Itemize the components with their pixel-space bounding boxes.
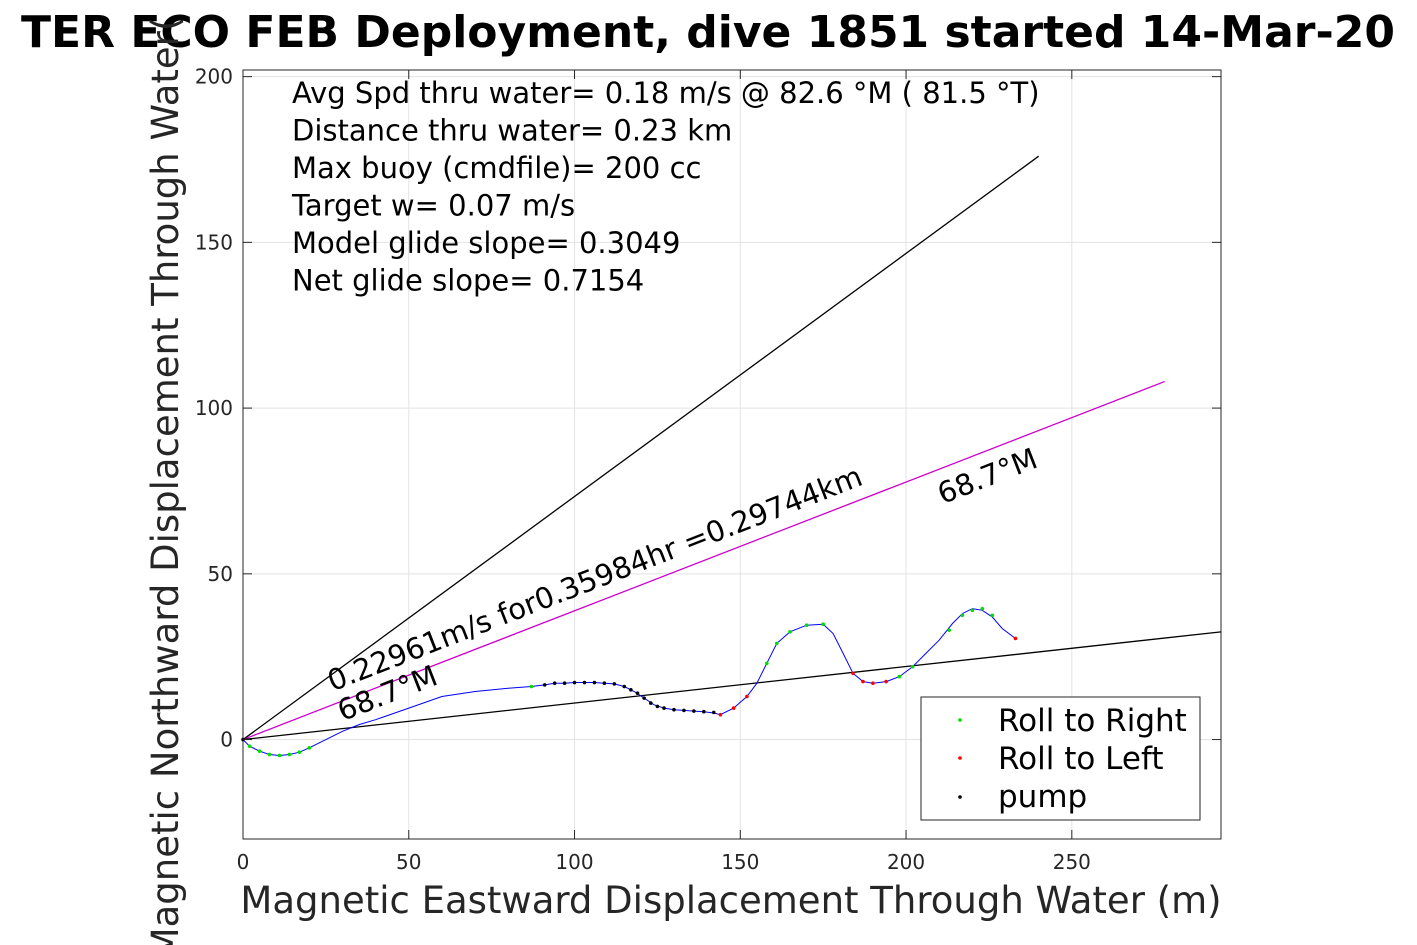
- reference-line: [242, 380, 1165, 741]
- plot-area: [242, 69, 1222, 840]
- roll-right-point: [990, 613, 995, 618]
- x-tick-label: 250: [1053, 850, 1091, 874]
- pump-point: [592, 680, 597, 685]
- tick-layer: 0 50 100 150 200 250 0 50 100 150 200: [195, 65, 1221, 874]
- info-line: Net glide slope= 0.7154: [292, 264, 644, 298]
- grid-layer: [242, 70, 1221, 839]
- pump-point: [682, 708, 686, 713]
- pump-point: [692, 709, 696, 713]
- x-tick-label: 0: [237, 850, 250, 874]
- marker-layer: [241, 606, 1018, 758]
- x-axis-label: Magnetic Eastward Displacement Through W…: [240, 879, 1221, 922]
- reference-line: [242, 155, 1040, 741]
- legend-box: [920, 696, 1201, 821]
- pump-point: [622, 684, 627, 689]
- roll-left-point: [731, 706, 736, 710]
- info-line: Model glide slope= 0.3049: [292, 226, 680, 260]
- roll-right-point: [804, 623, 809, 628]
- pump-point: [572, 680, 577, 685]
- pump-point: [702, 709, 706, 714]
- info-line: Target w= 0.07 m/s: [291, 189, 575, 223]
- legend-swatch-roll-right: [958, 718, 962, 722]
- chart-title: TER ECO FEB Deployment, dive 1851 starte…: [21, 7, 1395, 58]
- reference-line: [242, 631, 1222, 741]
- roll-right-point: [297, 750, 302, 754]
- y-tick-label: 200: [195, 65, 233, 89]
- roll-right-point: [960, 613, 965, 618]
- roll-right-point: [277, 753, 282, 758]
- pump-point: [562, 681, 567, 686]
- y-tick-label: 150: [195, 230, 233, 254]
- roll-right-point: [947, 628, 951, 632]
- pump-point: [655, 704, 660, 709]
- pump-point: [612, 682, 617, 686]
- pump-point: [648, 701, 653, 705]
- roll-right-point: [765, 661, 769, 666]
- pump-point: [629, 688, 633, 692]
- pump-point: [552, 681, 557, 686]
- x-tick-label: 200: [887, 850, 925, 874]
- pump-point: [642, 696, 646, 700]
- x-tick-label: 150: [721, 850, 759, 874]
- y-tick-label: 100: [195, 396, 233, 420]
- roll-right-point: [897, 674, 902, 679]
- pump-point: [542, 683, 547, 687]
- roll-right-point: [910, 664, 915, 669]
- roll-right-point: [980, 606, 985, 611]
- roll-left-point: [718, 712, 723, 717]
- info-line: Avg Spd thru water= 0.18 m/s @ 82.6 °M (…: [292, 76, 1040, 110]
- roll-right-point: [970, 608, 975, 613]
- roll-left-point: [851, 671, 855, 676]
- legend-label-pump: pump: [998, 779, 1087, 815]
- roll-left-point: [871, 681, 875, 686]
- x-tick-label: 50: [396, 850, 421, 874]
- roll-right-point: [529, 684, 534, 689]
- roll-left-point: [745, 694, 749, 699]
- y-axis-label: Magnetic Northward Displacement Through …: [144, 17, 187, 945]
- info-line: Max buoy (cmdfile)= 200 cc: [292, 151, 701, 185]
- pump-point: [635, 691, 640, 695]
- pump-point: [582, 680, 587, 685]
- info-line: Distance thru water= 0.23 km: [292, 114, 732, 148]
- x-tick-label: 100: [555, 850, 593, 874]
- y-tick-label: 0: [220, 728, 233, 752]
- reference-lines: [242, 155, 1222, 741]
- legend: Roll to Right Roll to Left pump: [920, 696, 1201, 821]
- roll-right-point: [774, 641, 779, 646]
- roll-left-point: [1013, 636, 1018, 641]
- pump-point: [602, 681, 607, 686]
- y-tick-label: 50: [208, 562, 233, 586]
- roll-right-point: [287, 752, 292, 757]
- roll-right-point: [247, 744, 252, 748]
- info-text-block: Avg Spd thru water= 0.18 m/s @ 82.6 °M (…: [291, 76, 1040, 298]
- legend-swatch-pump: [958, 795, 962, 799]
- legend-label-roll-right: Roll to Right: [998, 703, 1187, 739]
- legend-label-roll-left: Roll to Left: [998, 741, 1164, 777]
- roll-right-point: [788, 630, 792, 634]
- roll-left-point: [884, 679, 888, 684]
- roll-right-point: [257, 749, 262, 753]
- pump-point: [662, 706, 666, 710]
- roll-left-point: [861, 679, 865, 684]
- roll-right-point: [821, 622, 825, 627]
- legend-swatch-roll-left: [958, 756, 962, 760]
- pump-point: [672, 707, 676, 712]
- roll-right-point: [307, 746, 312, 750]
- roll-right-point: [267, 752, 272, 757]
- pump-point: [711, 710, 716, 715]
